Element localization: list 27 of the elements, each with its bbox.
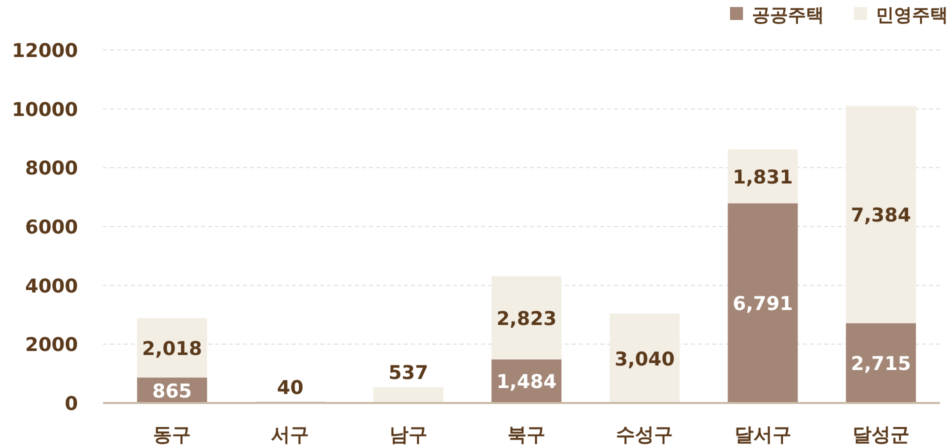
data-label: 2,715 bbox=[850, 353, 911, 376]
x-tick-label: 서구 bbox=[271, 424, 310, 446]
y-tick-label: 8000 bbox=[25, 158, 78, 180]
legend-label: 민영주택 bbox=[876, 5, 948, 26]
x-tick-label: 달성군 bbox=[852, 424, 910, 446]
legend-label: 공공주택 bbox=[752, 5, 824, 26]
data-label: 1,831 bbox=[732, 166, 793, 188]
data-label: 3,040 bbox=[614, 348, 675, 370]
data-label: 40 bbox=[276, 376, 304, 399]
data-label: 537 bbox=[388, 362, 428, 384]
x-tick-label: 북구 bbox=[508, 424, 546, 446]
y-tick-label: 2000 bbox=[25, 334, 78, 356]
x-tick-label: 달서구 bbox=[734, 424, 792, 446]
x-tick-label: 수성구 bbox=[616, 424, 674, 446]
y-tick-label: 12000 bbox=[12, 40, 78, 62]
data-label: 865 bbox=[152, 380, 192, 402]
data-label: 7,384 bbox=[850, 204, 911, 227]
x-tick-label: 남구 bbox=[389, 424, 428, 446]
data-label: 1,484 bbox=[496, 371, 557, 394]
data-label: 2,018 bbox=[142, 338, 202, 360]
y-tick-label: 10000 bbox=[12, 98, 78, 121]
y-tick-label: 4000 bbox=[25, 275, 78, 298]
y-tick-label: 6000 bbox=[25, 216, 78, 238]
data-label: 6,791 bbox=[732, 293, 793, 316]
x-tick-label: 동구 bbox=[153, 424, 192, 446]
y-tick-label: 0 bbox=[64, 393, 78, 415]
data-label: 2,823 bbox=[496, 308, 557, 330]
